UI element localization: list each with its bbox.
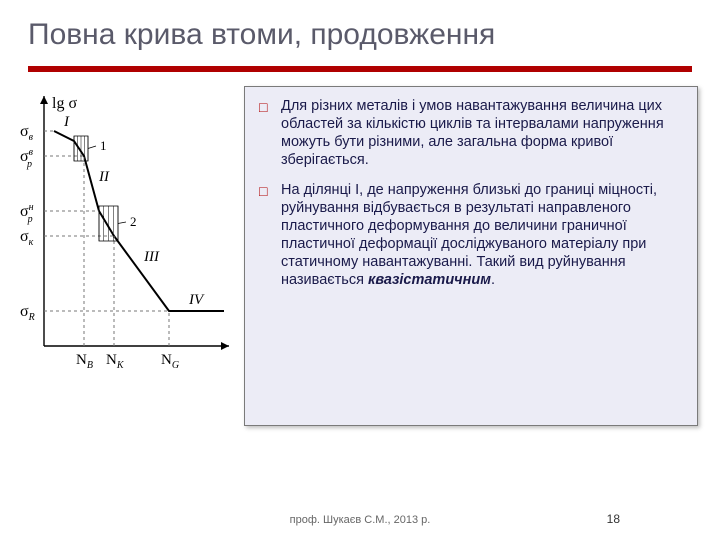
bullet-mark: □ — [259, 97, 281, 169]
svg-text:σк: σк — [20, 228, 34, 248]
bullet-mark: □ — [259, 181, 281, 289]
bullet-text: На ділянці I, де напруження близькі до г… — [281, 181, 683, 289]
svg-text:σв: σв — [20, 123, 34, 143]
content-row: lg σσвσврσнрσкσRNBNKNGIIIIIIIV12 □ Для р… — [0, 86, 720, 426]
page-number: 18 — [607, 512, 620, 526]
svg-text:III: III — [143, 249, 160, 265]
svg-text:σR: σR — [20, 303, 35, 323]
text-panel: □ Для різних металів і умов навантажуван… — [244, 86, 698, 426]
svg-text:1: 1 — [100, 138, 107, 153]
bullet-item: □ Для різних металів і умов навантажуван… — [259, 97, 683, 169]
svg-text:σвр: σвр — [20, 147, 34, 170]
svg-text:lg σ: lg σ — [52, 95, 77, 112]
svg-text:IV: IV — [188, 292, 205, 308]
svg-text:NG: NG — [161, 352, 179, 371]
svg-text:NK: NK — [106, 352, 125, 371]
svg-text:2: 2 — [130, 214, 137, 229]
svg-text:II: II — [98, 169, 110, 185]
svg-text:σнр: σнр — [20, 202, 34, 225]
title-underline — [28, 66, 692, 72]
page-title: Повна крива втоми, продовження — [0, 0, 720, 62]
svg-text:I: I — [63, 114, 70, 130]
bullet-item: □ На ділянці I, де напруження близькі до… — [259, 181, 683, 289]
bullet-text: Для різних металів і умов навантажування… — [281, 97, 683, 169]
svg-text:NB: NB — [76, 352, 93, 371]
fatigue-curve-diagram: lg σσвσврσнрσкσRNBNKNGIIIIIIIV12 — [14, 86, 234, 426]
